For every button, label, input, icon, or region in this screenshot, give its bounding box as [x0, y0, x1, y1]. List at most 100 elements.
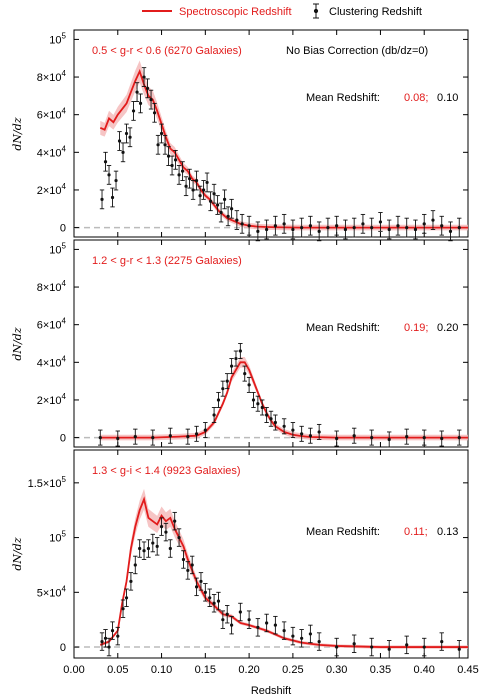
- clus-point: [113, 170, 119, 191]
- clus-point: [264, 613, 269, 633]
- clus-point: [369, 429, 374, 446]
- clus-point: [299, 629, 304, 648]
- x-tick-label: 0.45: [457, 664, 478, 676]
- clus-point: [430, 210, 436, 230]
- y-tick-label: 4×104: [37, 144, 67, 159]
- y-tick-label: 6×104: [37, 317, 67, 332]
- clus-point: [404, 217, 409, 238]
- clus-point: [201, 180, 206, 200]
- clus-point: [117, 131, 122, 151]
- clus-point: [233, 350, 239, 367]
- clus-point: [159, 123, 164, 144]
- legend-clus-label: Clustering Redshift: [329, 6, 422, 18]
- panel-1-title: 0.5 < g-r < 0.6 (6270 Galaxies): [92, 45, 242, 57]
- clus-point: [137, 539, 142, 558]
- spec-band: [100, 60, 469, 231]
- clus-point: [308, 427, 313, 444]
- clus-point: [387, 640, 392, 659]
- clus-point: [128, 572, 134, 591]
- clus-point: [194, 425, 199, 442]
- y-tick-label: 105: [49, 241, 66, 256]
- clus-point: [99, 632, 105, 651]
- clus-point: [334, 430, 339, 447]
- clus-point: [168, 539, 173, 558]
- y-tick-label: 105: [49, 530, 66, 545]
- clus-point: [351, 634, 357, 653]
- clus-point: [387, 431, 392, 448]
- clus-point: [234, 210, 240, 230]
- clus-point: [169, 155, 175, 176]
- panel-3-mean-clus: 0.13: [437, 526, 458, 538]
- clus-point: [103, 629, 108, 648]
- clus-point: [183, 176, 189, 197]
- clus-point: [404, 635, 409, 655]
- clus-point: [106, 637, 112, 657]
- clus-point: [203, 422, 208, 439]
- clus-point: [115, 626, 120, 646]
- clus-point: [264, 407, 269, 423]
- clus-point: [268, 410, 274, 427]
- y-tick-label: 0: [60, 642, 66, 654]
- clus-point: [211, 594, 217, 613]
- panel-1-frame: [73, 29, 469, 238]
- clus-point: [120, 142, 126, 163]
- clus-point: [273, 215, 278, 236]
- panel-2-mean-label: Mean Redshift:: [306, 322, 380, 334]
- clus-point: [260, 399, 265, 416]
- panel-3-mean-label: Mean Redshift:: [306, 526, 380, 538]
- clus-point: [124, 588, 129, 607]
- clus-point: [246, 215, 252, 236]
- clus-point: [404, 428, 409, 445]
- clus-point: [369, 217, 374, 238]
- legend-spec-label: Spectroscopic Redshift: [179, 6, 292, 18]
- clus-point: [273, 615, 278, 635]
- clus-point: [225, 373, 230, 390]
- clus-point: [103, 151, 108, 172]
- clus-point: [229, 198, 234, 219]
- clus-point: [378, 212, 383, 232]
- x-tick-label: 0.15: [195, 664, 216, 676]
- clus-point: [211, 183, 217, 204]
- x-tick-label: 0.30: [326, 664, 347, 676]
- clus-point: [204, 172, 210, 193]
- clus-point: [225, 206, 231, 227]
- clus-point: [166, 146, 171, 166]
- clus-point: [110, 187, 115, 208]
- clus-point: [242, 365, 247, 382]
- panel-3-title: 1.3 < g-i < 1.4 (9923 Galaxies): [92, 465, 241, 477]
- clus-point: [98, 429, 103, 446]
- clus-point: [273, 414, 278, 431]
- clus-point: [369, 637, 374, 657]
- clus-point: [148, 89, 154, 110]
- y-tick-label: 1.5×105: [28, 475, 67, 490]
- clus-point: [325, 217, 331, 238]
- x-tick-label: 0.20: [238, 664, 259, 676]
- clus-point: [264, 219, 269, 240]
- clus-point: [343, 219, 348, 240]
- clus-point: [127, 127, 133, 148]
- clus-point: [208, 191, 213, 212]
- clus-point: [246, 376, 252, 393]
- panel-3-ylabel: dN/dz: [11, 537, 24, 570]
- clus-point: [229, 358, 234, 375]
- plot-layer: 0 2×104 4×104 6×104 8×104 105 0 2×104 4×104 6×104…: [28, 30, 469, 659]
- clus-point: [351, 217, 357, 238]
- clus-point: [308, 215, 313, 236]
- clus-point: [106, 165, 112, 185]
- clus-point: [334, 215, 339, 236]
- clus-point: [316, 632, 322, 651]
- clus-point: [439, 430, 444, 447]
- legend-clus-swatch: [313, 3, 319, 19]
- clus-point: [439, 215, 444, 236]
- panel-1-mean-clus: 0.10: [437, 92, 458, 104]
- clus-point: [197, 185, 203, 206]
- panel-1-mean-label: Mean Redshift:: [306, 92, 380, 104]
- panel-2-mean-clus: 0.20: [437, 322, 458, 334]
- x-tick-label: 0.25: [282, 664, 303, 676]
- clus-point: [133, 555, 138, 575]
- clus-point: [194, 170, 199, 191]
- clus-point: [457, 429, 462, 446]
- clus-point: [255, 221, 261, 242]
- clus-point: [115, 430, 120, 447]
- x-tick-label: 0.00: [63, 664, 84, 676]
